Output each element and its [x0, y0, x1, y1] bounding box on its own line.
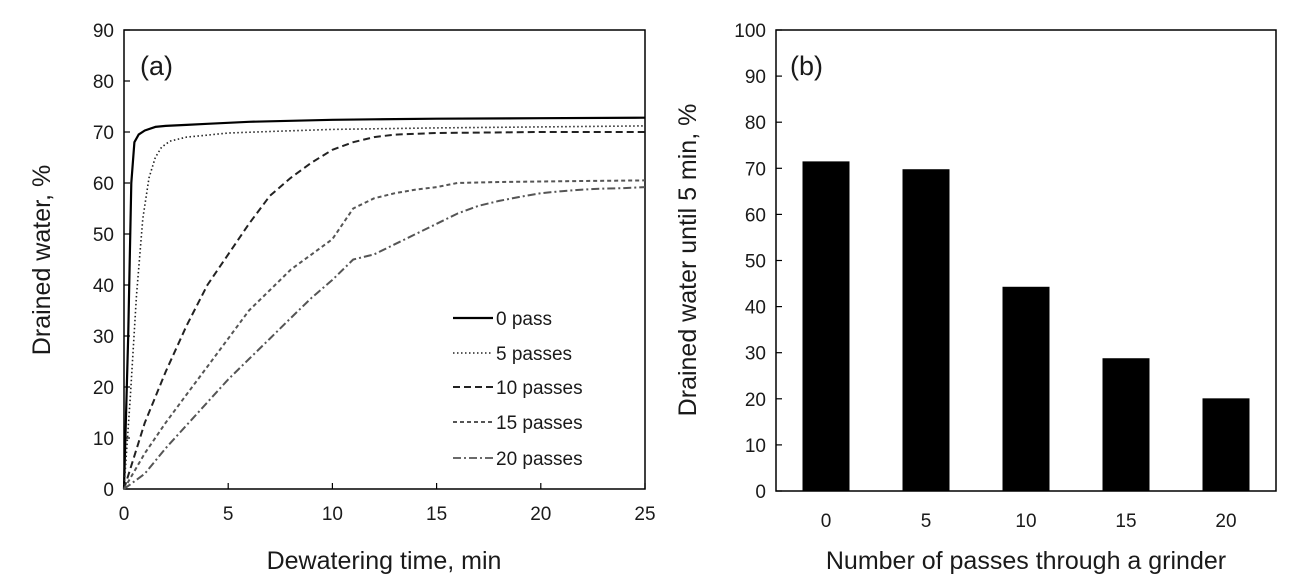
panel-b-y-axis-title: Drained water until 5 min, % — [674, 104, 702, 417]
y-tick-label: 30 — [93, 327, 114, 348]
y-tick-label: 0 — [103, 480, 114, 501]
y-tick-label: 80 — [745, 113, 766, 134]
legend-label-15-passes: 15 passes — [496, 413, 583, 434]
legend-label-20-passes: 20 passes — [496, 449, 583, 470]
y-tick-label: 20 — [93, 378, 114, 399]
legend-entry-20-passes: 20 passes — [453, 449, 583, 470]
panel-b-bars — [802, 161, 1250, 492]
y-tick-label: 80 — [93, 72, 114, 93]
y-tick-label: 0 — [755, 482, 766, 503]
panel-a-series-lines — [122, 116, 646, 490]
x-tick-label: 25 — [634, 504, 655, 525]
panel-a-x-ticks: 0 5 10 15 20 25 — [119, 483, 656, 525]
x-tick-label: 10 — [1015, 511, 1036, 532]
x-tick-label: 15 — [1115, 511, 1136, 532]
bar-10-passes — [1002, 286, 1050, 491]
legend-entry-0-pass: 0 pass — [453, 309, 552, 330]
y-tick-label: 50 — [93, 225, 114, 246]
y-tick-label: 60 — [93, 174, 114, 195]
panel-a-y-axis-title: Drained water, % — [28, 165, 56, 355]
y-tick-label: 70 — [93, 123, 114, 144]
series-line-5-passes — [123, 125, 646, 490]
y-tick-label: 60 — [745, 205, 766, 226]
y-tick-label: 10 — [745, 436, 766, 457]
x-tick-label: 0 — [119, 504, 130, 525]
x-tick-label: 15 — [426, 504, 447, 525]
legend-entry-15-passes: 15 passes — [453, 413, 583, 434]
y-tick-label: 90 — [93, 21, 114, 42]
legend-entry-5-passes: 5 passes — [453, 344, 572, 365]
y-tick-label: 100 — [734, 21, 766, 42]
series-line-0-pass — [122, 116, 646, 490]
panel-a-label: (a) — [140, 51, 173, 81]
panel-b-label: (b) — [790, 51, 823, 81]
bar-5-passes — [902, 169, 950, 492]
bar-15-passes — [1102, 358, 1150, 491]
bar-20-passes — [1202, 398, 1250, 491]
panel-a-plot-area — [123, 29, 646, 490]
panel-b-y-ticks: 0 10 20 30 40 50 60 70 80 90 100 — [734, 21, 782, 503]
y-tick-label: 90 — [745, 67, 766, 88]
panel-a-y-ticks: 0 10 20 30 40 50 60 70 80 90 — [93, 21, 130, 501]
bar-0-passes — [802, 161, 850, 491]
series-line-10-passes — [123, 131, 645, 490]
y-tick-label: 50 — [745, 252, 766, 273]
panel-b-x-ticks: 0 5 10 15 20 — [821, 511, 1237, 532]
legend-entry-10-passes: 10 passes — [453, 378, 583, 399]
panel-b-x-axis-title: Number of passes through a grinder — [826, 547, 1226, 575]
series-line-20-passes — [123, 186, 646, 490]
legend-label-0-pass: 0 pass — [496, 309, 552, 330]
panel-a-legend: 0 pass 5 passes 10 passes 15 passes 20 p… — [453, 309, 583, 470]
x-tick-label: 5 — [921, 511, 932, 532]
panel-b: 0 10 20 30 40 50 60 70 80 90 100 0 5 10 15 20 (b) Numb… — [674, 21, 1277, 575]
x-tick-label: 5 — [223, 504, 234, 525]
x-tick-label: 10 — [322, 504, 343, 525]
legend-label-5-passes: 5 passes — [496, 344, 572, 365]
panel-a: 0 10 20 30 40 50 60 70 80 90 0 5 10 15 20 25 (a) Dewat… — [28, 21, 656, 575]
legend-label-10-passes: 10 passes — [496, 378, 583, 399]
y-tick-label: 10 — [93, 429, 114, 450]
y-tick-label: 30 — [745, 344, 766, 365]
y-tick-label: 70 — [745, 159, 766, 180]
y-tick-label: 40 — [745, 298, 766, 319]
x-tick-label: 20 — [1215, 511, 1236, 532]
x-tick-label: 20 — [530, 504, 551, 525]
y-tick-label: 40 — [93, 276, 114, 297]
y-tick-label: 20 — [745, 390, 766, 411]
panel-a-x-axis-title: Dewatering time, min — [267, 547, 502, 575]
x-tick-label: 0 — [821, 511, 832, 532]
